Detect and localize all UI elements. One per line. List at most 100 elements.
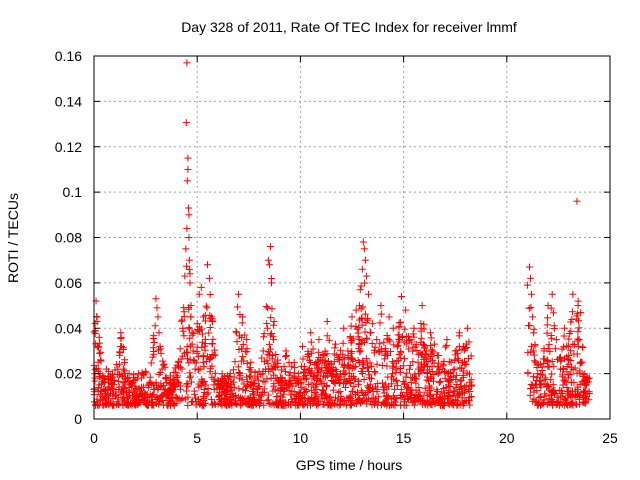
noise-point <box>550 362 558 370</box>
noise-point <box>349 357 357 365</box>
noise-point <box>361 396 369 404</box>
noise-point <box>96 339 104 347</box>
noise-point <box>201 346 209 354</box>
noise-point <box>112 391 120 399</box>
noise-point <box>410 394 418 402</box>
noise-point <box>309 373 317 381</box>
data-point <box>365 290 373 298</box>
noise-point <box>265 400 273 408</box>
x-tick-label: 5 <box>193 430 201 446</box>
noise-point <box>427 341 435 349</box>
noise-point <box>466 388 474 396</box>
noise-point <box>152 399 160 407</box>
noise-point <box>102 400 110 408</box>
noise-point <box>180 312 188 320</box>
noise-point <box>439 394 447 402</box>
noise-point <box>330 350 338 358</box>
noise-point <box>356 348 364 356</box>
noise-point <box>462 360 470 368</box>
noise-point <box>187 372 195 380</box>
noise-point <box>560 343 568 351</box>
noise-point <box>427 401 435 409</box>
noise-point <box>207 395 215 403</box>
x-axis-label: GPS time / hours <box>296 457 403 473</box>
data-point <box>115 386 123 394</box>
grid-lines <box>94 56 610 419</box>
noise-point <box>287 391 295 399</box>
noise-point <box>121 359 129 367</box>
data-point <box>133 374 141 382</box>
noise-point <box>230 366 238 374</box>
data-point <box>107 372 115 380</box>
noise-point <box>395 323 403 331</box>
noise-point <box>187 378 195 386</box>
noise-point <box>352 362 360 370</box>
noise-point <box>366 380 374 388</box>
noise-point <box>524 369 532 377</box>
noise-point <box>183 348 191 356</box>
data-point <box>278 374 286 382</box>
noise-point <box>390 401 398 409</box>
noise-point <box>409 347 417 355</box>
noise-point <box>360 392 368 400</box>
noise-point <box>249 401 257 409</box>
noise-point <box>453 380 461 388</box>
noise-point <box>183 262 191 270</box>
noise-point <box>397 349 405 357</box>
y-tick-label: 0.06 <box>55 275 82 291</box>
noise-point <box>430 371 438 379</box>
noise-point <box>120 384 128 392</box>
noise-point <box>394 357 402 365</box>
noise-point <box>529 381 537 389</box>
noise-point <box>208 340 216 348</box>
data-point <box>298 342 306 350</box>
noise-point <box>342 384 350 392</box>
noise-point <box>421 354 429 362</box>
noise-point <box>538 400 546 408</box>
data-point <box>197 283 205 291</box>
noise-point <box>221 401 229 409</box>
noise-point <box>265 365 273 373</box>
noise-point <box>189 398 197 406</box>
noise-point <box>176 385 184 393</box>
data-point <box>389 324 397 332</box>
noise-point <box>300 369 308 377</box>
noise-point <box>346 376 354 384</box>
noise-point <box>156 393 164 401</box>
noise-point <box>549 309 557 317</box>
noise-point <box>166 395 174 403</box>
noise-point <box>427 334 435 342</box>
noise-point <box>350 363 358 371</box>
data-point <box>569 290 577 298</box>
noise-point <box>264 350 272 358</box>
noise-point <box>230 373 238 381</box>
noise-point <box>340 355 348 363</box>
data-point <box>111 376 119 384</box>
data-point <box>226 370 234 378</box>
noise-point <box>307 359 315 367</box>
noise-point <box>348 364 356 372</box>
data-point <box>369 320 377 328</box>
noise-point <box>205 329 213 337</box>
noise-point <box>563 342 571 350</box>
noise-point <box>454 400 462 408</box>
data-point <box>251 374 259 382</box>
noise-point <box>537 380 545 388</box>
data-point <box>266 243 274 251</box>
noise-point <box>97 357 105 365</box>
noise-point <box>575 317 583 325</box>
data-point <box>175 358 183 366</box>
noise-point <box>420 398 428 406</box>
noise-point <box>180 304 188 312</box>
noise-point <box>260 333 268 341</box>
noise-point <box>203 304 211 312</box>
noise-point <box>429 377 437 385</box>
noise-point <box>576 391 584 399</box>
data-point <box>183 224 191 232</box>
noise-point <box>240 357 248 365</box>
data-point <box>195 290 203 298</box>
data-point <box>187 313 195 321</box>
noise-point <box>570 341 578 349</box>
noise-point <box>453 346 461 354</box>
